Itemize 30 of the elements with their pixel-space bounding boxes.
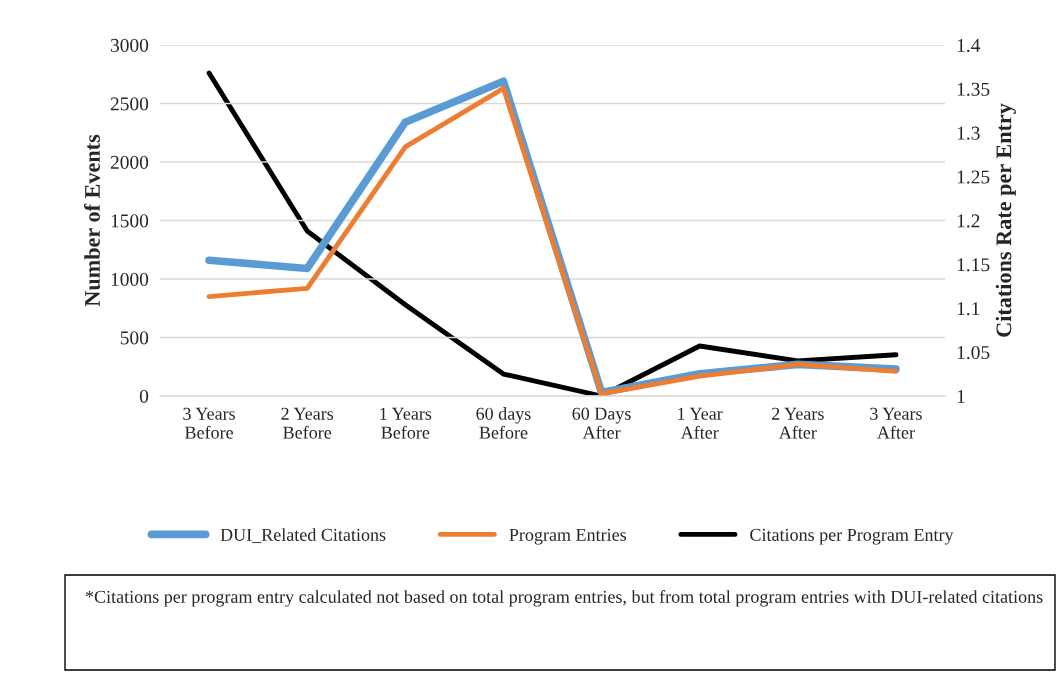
y-tick-label: 2000 — [110, 155, 149, 169]
y-tick-label: 2500 — [110, 97, 149, 111]
legend-label: Citations per Program Entry — [750, 528, 954, 545]
x-tick-label: 1 Years Before — [380, 407, 432, 439]
y2-tick-label: 1.05 — [957, 345, 990, 360]
y2-tick-label: 1.2 — [957, 214, 980, 228]
y2-tick-label: 1.15 — [957, 258, 990, 272]
x-tick-label: 60 days Before — [476, 407, 531, 439]
text: *Citations per program entry calculated not based on total program entries, but from total program entries with DUI-related citations — [85, 590, 1043, 607]
y-tick-label: 1500 — [111, 214, 149, 228]
x-tick-label: 60 Days After — [572, 407, 631, 439]
y2-tick-label: 1.35 — [957, 82, 990, 96]
x-tick-label: 2 Years After — [772, 407, 824, 439]
y2-tick-label: 1.25 — [957, 170, 990, 184]
y2-tick-label: 1.3 — [957, 126, 980, 140]
x-tick-label: 3 Years Before — [183, 407, 235, 439]
x-tick-label: 3 Years After — [870, 407, 922, 439]
y2-tick-label: 1.1 — [957, 302, 980, 316]
y-axis-title: Number of Events — [84, 134, 100, 307]
y-tick-label: 3000 — [110, 38, 149, 52]
y-tick-label: 0 — [139, 389, 149, 403]
y2-axis-title: Citations Rate per Entry — [995, 103, 1016, 337]
x-tick-label: 2 Years Before — [281, 407, 334, 439]
y2-tick-label: 1.4 — [957, 38, 981, 53]
y-tick-label: 500 — [120, 331, 149, 345]
x-tick-label: 1 Year After — [678, 407, 723, 439]
legend-label: Program Entries — [509, 528, 627, 545]
legend-label: DUI_Related Citations — [220, 528, 386, 544]
y-tick-label: 1000 — [111, 272, 149, 286]
y2-tick-label: 1 — [957, 389, 965, 403]
